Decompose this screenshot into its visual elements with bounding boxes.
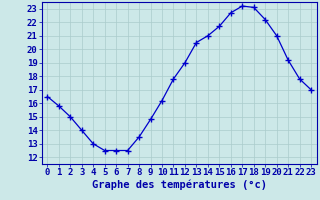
- X-axis label: Graphe des températures (°c): Graphe des températures (°c): [92, 180, 267, 190]
